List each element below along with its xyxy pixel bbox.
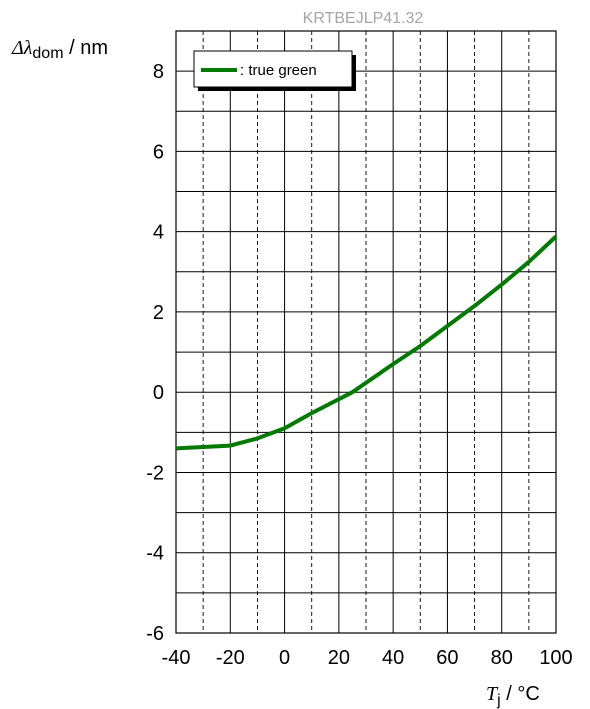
y-tick-labels: -6 -4 -2 0 2 4 6 8: [146, 61, 164, 645]
x-tick-label: -40: [162, 647, 191, 669]
x-tick-label: 0: [279, 647, 290, 669]
y-axis-subscript: dom: [32, 45, 63, 62]
x-axis-label: Tj / °C: [486, 683, 540, 709]
x-tick-labels: -40 -20 0 20 40 60 80 100: [162, 647, 573, 669]
plot-frame: [175, 30, 557, 634]
x-axis-symbol: T: [486, 683, 499, 705]
y-tick-label: -6: [146, 623, 164, 645]
y-tick-label: 6: [153, 141, 164, 163]
grid: [175, 30, 557, 634]
x-tick-label: 100: [539, 647, 572, 669]
y-tick-label: -2: [146, 462, 164, 484]
series-layer: [175, 235, 558, 451]
x-tick-label: 40: [382, 647, 404, 669]
y-tick-label: 2: [153, 302, 164, 324]
legend-label: : true green: [240, 62, 317, 79]
x-tick-label: -20: [216, 647, 245, 669]
watermark-label: KRTBEJLP41.32: [303, 10, 424, 27]
x-tick-label: 20: [328, 647, 350, 669]
x-tick-label: 60: [436, 647, 458, 669]
legend: : true green: [193, 50, 356, 91]
x-axis-unit: / °C: [501, 683, 540, 705]
y-tick-label: 4: [153, 222, 164, 244]
series-line-0: [175, 235, 558, 451]
y-axis-symbol: Δλ: [11, 37, 33, 59]
x-tick-label: 80: [491, 647, 513, 669]
y-tick-label: -4: [146, 543, 164, 565]
y-axis-label: Δλdom / nm: [11, 37, 108, 62]
y-tick-label: 0: [153, 382, 164, 404]
x-axis-subscript: j: [496, 692, 501, 709]
y-tick-label: 8: [153, 61, 164, 83]
y-axis-unit: / nm: [64, 37, 108, 59]
